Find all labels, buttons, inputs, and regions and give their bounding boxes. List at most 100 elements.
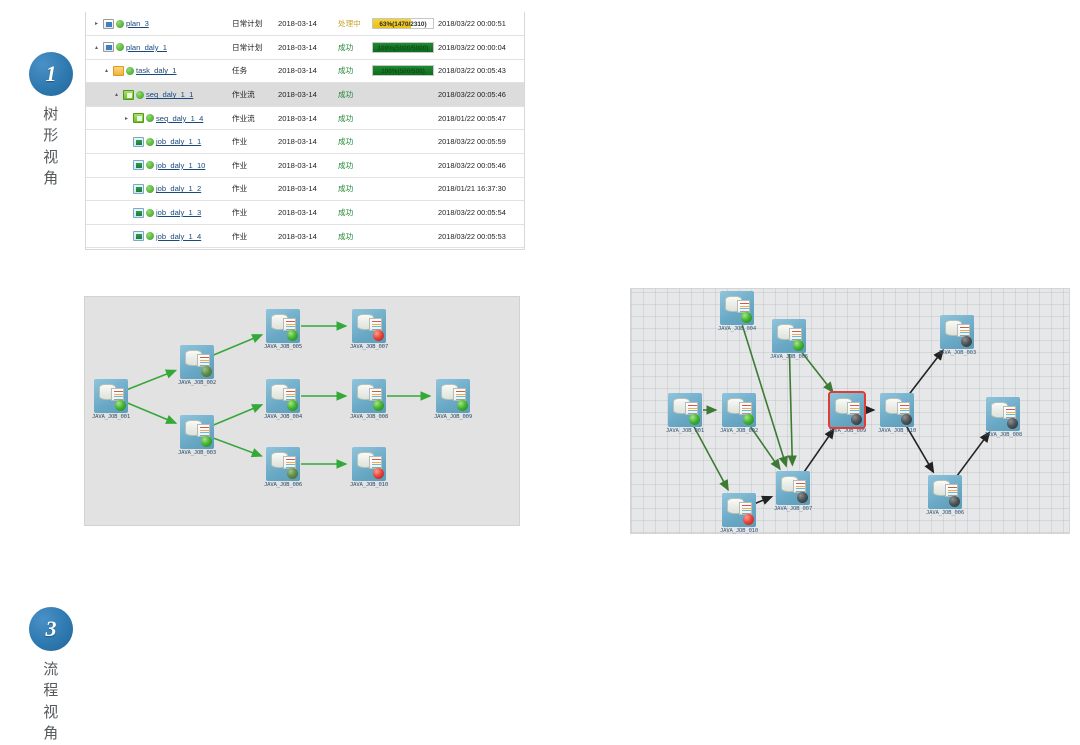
job-node-icon[interactable] <box>180 345 214 379</box>
job-node-icon[interactable] <box>266 309 300 343</box>
tree-node-link[interactable]: job_daly_1_4 <box>156 231 202 241</box>
tree-row[interactable]: ▴ task_daly_1 任务 2018-03-14 成功 100%(500/500) 2… <box>86 59 524 84</box>
graph-edge <box>213 437 263 458</box>
graph-node[interactable]: JAVA_JOB_002 <box>177 345 217 386</box>
graph-node[interactable]: JAVA_JOB_003 <box>937 315 977 356</box>
document-icon <box>369 388 382 401</box>
document-icon <box>283 388 296 401</box>
tree-node-link[interactable]: job_daly_1_3 <box>156 208 202 218</box>
graph-node[interactable]: JAVA_JOB_008 <box>983 397 1023 438</box>
tree-twisty-icon[interactable]: ▸ <box>124 115 128 122</box>
job-node-icon[interactable] <box>940 315 974 349</box>
tree-node-type-icon <box>133 207 144 218</box>
graph-node[interactable]: JAVA_JOB_009 <box>433 379 473 420</box>
tree-node-link[interactable]: job_daly_1_10 <box>156 160 206 170</box>
job-node-icon[interactable] <box>776 471 810 505</box>
lineage-graph-canvas[interactable]: JAVA_JOB_004 JAVA_JOB_005 JAVA_JOB_003 JAVA… <box>630 288 1070 534</box>
graph-node[interactable]: JAVA_JOB_007 <box>773 471 813 512</box>
job-node-icon[interactable] <box>266 447 300 481</box>
graph-node-label: JAVA_JOB_001 <box>665 428 704 434</box>
tree-table-container[interactable]: ▸ plan_3 日常计划 2018-03-14 处理中 63%(1470/2310) 20… <box>85 12 525 250</box>
graph-node[interactable]: JAVA_JOB_004 <box>263 379 303 420</box>
job-node-icon[interactable] <box>928 475 962 509</box>
job-node-icon[interactable] <box>986 397 1020 431</box>
tree-cell-status: 成功 <box>336 224 370 249</box>
tree-twisty-icon[interactable]: ▴ <box>94 44 98 51</box>
job-node-icon[interactable] <box>352 379 386 413</box>
job-node-icon[interactable] <box>266 379 300 413</box>
tree-cell-name: ▴ task_daly_1 <box>86 59 230 84</box>
document-icon <box>847 402 860 415</box>
tree-cell-start-time: 2018/01/21 16:37:30 <box>436 177 524 202</box>
tree-cell-status: 成功 <box>336 129 370 155</box>
graph-node[interactable]: JAVA_JOB_006 <box>263 447 303 488</box>
tree-row[interactable]: ▸ seq_daly_1_4 作业流 2018-03-14 成功 2018/01/22 0… <box>86 106 525 131</box>
document-icon <box>957 324 970 337</box>
job-node-icon[interactable] <box>94 379 128 413</box>
flow-graph-canvas[interactable]: JAVA_JOB_001 JAVA_JOB_002 JAVA_JOB_003 JAVA… <box>84 296 520 526</box>
graph-edge <box>905 425 935 474</box>
tree-row[interactable]: ▸ plan_3 日常计划 2018-03-14 处理中 63%(1470/2310) 20… <box>86 12 524 37</box>
tree-twisty-icon[interactable]: ▴ <box>114 92 118 99</box>
tree-table: ▸ plan_3 日常计划 2018-03-14 处理中 63%(1470/2310) 20… <box>86 12 525 249</box>
tree-node-link[interactable]: plan_daly_1 <box>126 42 167 52</box>
tree-node-link[interactable]: task_daly_1 <box>136 66 177 76</box>
tree-status-dot-icon <box>146 114 154 123</box>
panel-list-view: 2 列 表 视 角 人工干预▾查看▾日志▾ 作业名称作业计划名称任务节点名称作业… <box>540 0 1080 271</box>
job-node-icon[interactable] <box>722 493 756 527</box>
graph-node[interactable]: JAVA_JOB_005 <box>263 309 303 350</box>
graph-node-label: JAVA_JOB_002 <box>719 428 758 434</box>
job-node-icon[interactable] <box>668 393 702 427</box>
graph-node[interactable]: JAVA_JOB_010 <box>349 447 389 488</box>
graph-node[interactable]: JAVA_JOB_007 <box>349 309 389 350</box>
job-node-icon[interactable] <box>828 391 866 429</box>
job-node-icon[interactable] <box>436 379 470 413</box>
graph-node[interactable]: JAVA_JOB_003 <box>177 415 217 456</box>
tree-twisty-icon[interactable]: ▸ <box>94 21 98 28</box>
graph-node[interactable]: JAVA_JOB_008 <box>349 379 389 420</box>
graph-node[interactable]: JAVA_JOB_001 <box>665 393 705 434</box>
tree-twisty-icon[interactable]: ▴ <box>104 68 108 75</box>
graph-edge <box>755 495 774 505</box>
panel-tree-view: 1 树 形 视 角 ▸ plan_3 日常计划 2018-03-14 处理中 63%(14… <box>0 0 540 271</box>
graph-node[interactable]: JAVA_JOB_010 <box>877 393 917 434</box>
graph-node[interactable]: JAVA_JOB_001 <box>91 379 131 420</box>
tree-node-link[interactable]: seq_daly_1_1 <box>146 90 194 100</box>
graph-node-label: JAVA_JOB_010 <box>349 482 388 488</box>
graph-node-label: JAVA_JOB_007 <box>773 506 812 512</box>
tree-node-link[interactable]: plan_3 <box>126 19 149 29</box>
tree-cell-start-time: 2018/03/22 00:05:46 <box>436 82 524 107</box>
graph-node[interactable]: JAVA_JOB_009 <box>827 391 867 434</box>
progress-label: 100%(500/500) <box>381 68 425 76</box>
job-node-icon[interactable] <box>772 319 806 353</box>
flow-edges <box>127 321 432 469</box>
job-node-icon[interactable] <box>180 415 214 449</box>
node-status-dot-icon <box>949 496 960 507</box>
job-node-icon[interactable] <box>720 291 754 325</box>
tree-cell-name: ▸job_daly_1_2 <box>86 177 230 202</box>
tree-row[interactable]: ▴ seq_daly_1_1 作业流 2018-03-14 成功 2018/03/22 0… <box>86 82 524 107</box>
tree-cell-end-time: 2018/01/22 00:08:34 <box>524 106 525 130</box>
graph-node[interactable]: JAVA_JOB_010 <box>719 493 759 534</box>
node-status-dot-icon <box>741 312 752 323</box>
tree-row[interactable]: ▴ plan_daly_1 日常计划 2018-03-14 成功 100%(5000/50… <box>86 35 524 60</box>
tree-cell-type: 作业 <box>230 129 276 155</box>
graph-node[interactable]: JAVA_JOB_002 <box>719 393 759 434</box>
tree-node-link[interactable]: job_daly_1_1 <box>156 137 202 147</box>
tree-node-link[interactable]: job_daly_1_2 <box>156 184 202 194</box>
job-node-icon[interactable] <box>352 309 386 343</box>
graph-node[interactable]: JAVA_JOB_005 <box>769 319 809 360</box>
job-node-icon[interactable] <box>880 393 914 427</box>
tree-node-link[interactable]: seq_daly_1_4 <box>156 113 204 123</box>
graph-node[interactable]: JAVA_JOB_006 <box>925 475 965 516</box>
tree-cell-progress <box>370 200 436 225</box>
job-node-icon[interactable] <box>722 393 756 427</box>
graph-node[interactable]: JAVA_JOB_004 <box>717 291 757 332</box>
job-node-icon[interactable] <box>352 447 386 481</box>
